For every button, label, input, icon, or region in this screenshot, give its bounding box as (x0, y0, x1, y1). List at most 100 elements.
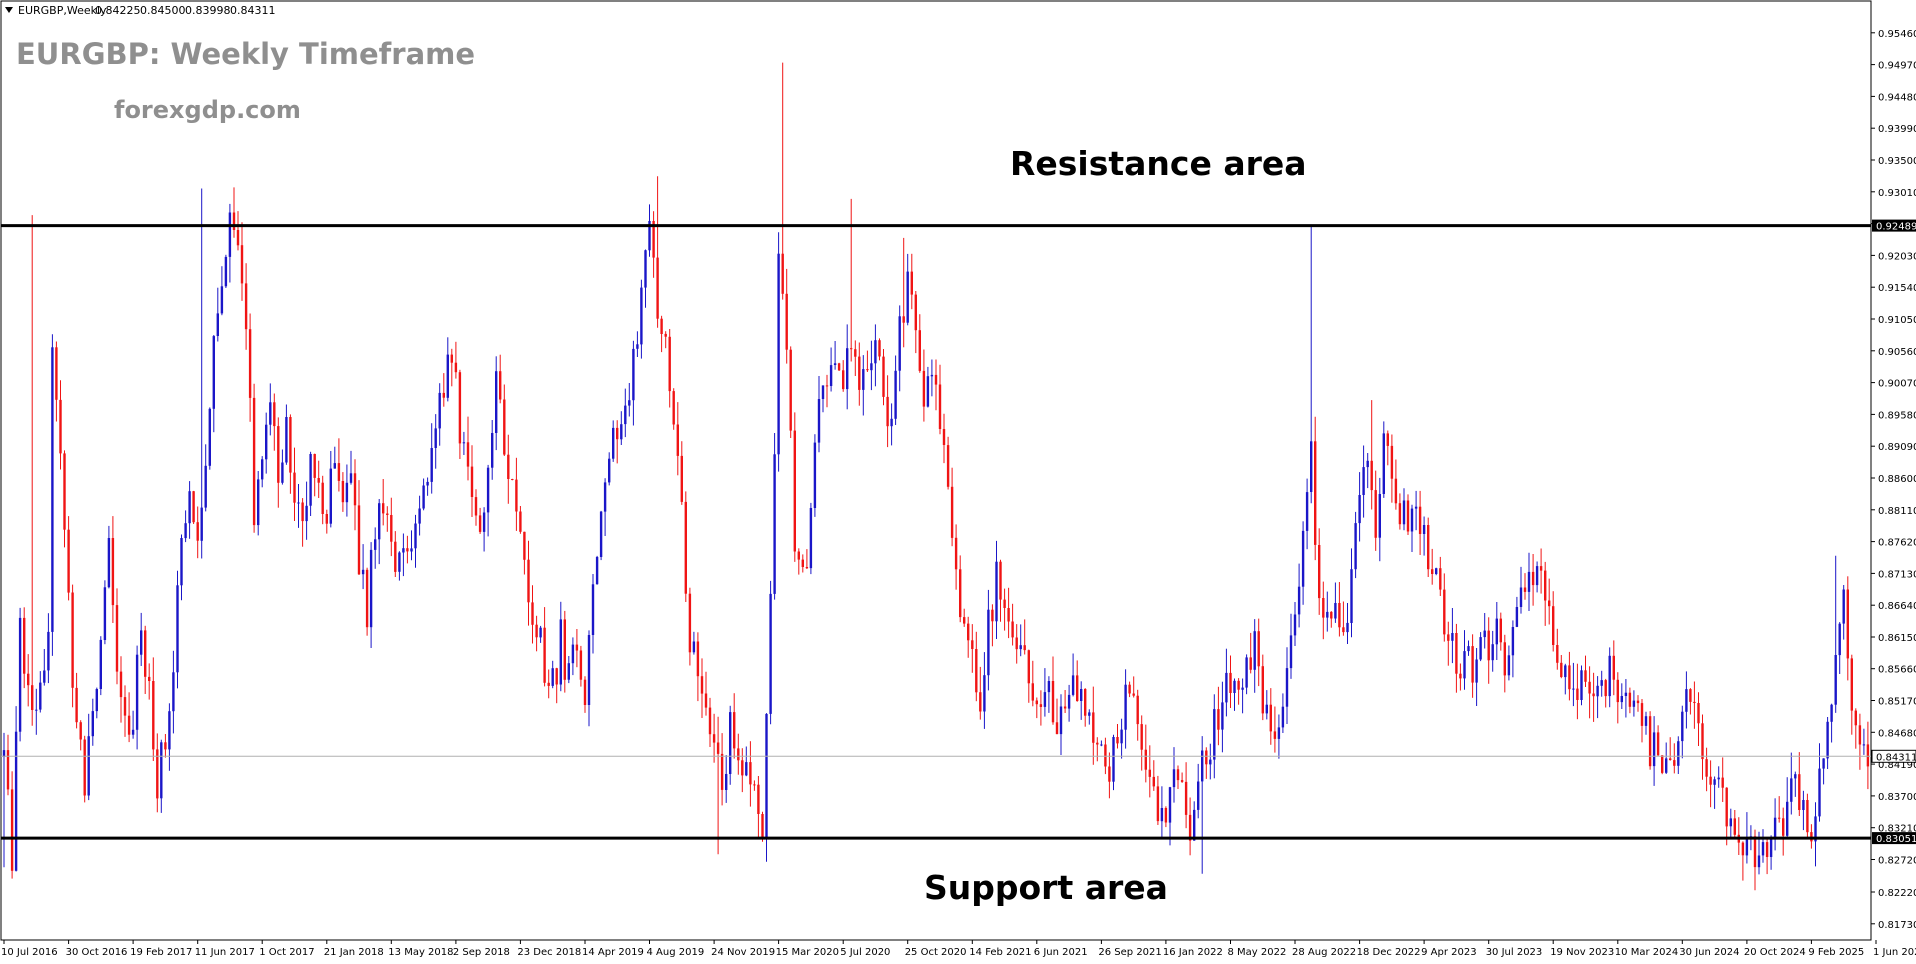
y-tick-label: 0.95460 (1878, 29, 1916, 40)
candle (1080, 681, 1083, 720)
candle-body (1487, 630, 1490, 661)
candle (531, 585, 534, 644)
candle (1067, 684, 1071, 722)
candle-body (1669, 758, 1672, 760)
candle-body (922, 370, 926, 407)
candle-body (511, 479, 514, 480)
candle (1398, 493, 1402, 530)
candle (240, 222, 244, 301)
candle (289, 414, 292, 494)
candle-body (491, 433, 494, 468)
candle (1644, 711, 1648, 735)
candle-body (1241, 687, 1244, 690)
candle-body (1798, 774, 1801, 810)
candle-body (470, 466, 474, 497)
x-tick-label: 19 Feb 2017 (130, 947, 192, 958)
candle-body (289, 417, 292, 473)
candle-body (733, 712, 736, 749)
candle-body (333, 463, 336, 469)
candle-body (204, 465, 207, 508)
candle-body (1398, 503, 1402, 525)
candle (220, 266, 224, 316)
candle-body (273, 402, 276, 427)
candle-body (1318, 545, 1321, 599)
candle-body (51, 347, 54, 632)
candle (515, 457, 518, 531)
candle-body (99, 639, 102, 689)
candle-body (1164, 808, 1168, 823)
candle-body (1729, 818, 1732, 827)
candle-body (329, 468, 332, 524)
candle-body (704, 693, 708, 708)
y-tick-label: 0.94480 (1878, 92, 1916, 103)
candle-body (1467, 646, 1470, 652)
candle-body (1140, 724, 1143, 750)
candle-body (184, 523, 187, 539)
candle (466, 416, 470, 481)
candle (1769, 835, 1773, 870)
candle-body (200, 507, 203, 541)
candle-body (846, 348, 849, 390)
y-tick-label: 0.82720 (1878, 856, 1916, 867)
candle (281, 449, 284, 485)
candle-body (269, 402, 272, 425)
candle-body (152, 681, 155, 750)
y-tick-label: 0.82220 (1878, 888, 1916, 899)
candle-body (406, 548, 409, 552)
candle-body (1128, 684, 1131, 694)
candle-body (1257, 631, 1260, 667)
candle (1273, 706, 1277, 753)
candle (878, 338, 881, 361)
candle-body (59, 399, 62, 454)
candle (741, 748, 744, 793)
y-tick-label: 0.87620 (1878, 538, 1916, 549)
candle (1709, 760, 1712, 808)
candle-body (1055, 722, 1059, 735)
candle-body (164, 742, 167, 750)
candle-body (942, 429, 946, 445)
candle (1394, 459, 1398, 510)
candle-body (793, 430, 796, 552)
candle (950, 467, 954, 547)
candle (1814, 802, 1817, 867)
candle-body (954, 537, 958, 570)
candle-body (1136, 695, 1139, 725)
candle (1023, 619, 1026, 655)
candle-body (837, 363, 841, 371)
candle-body (878, 340, 881, 357)
candle (846, 324, 849, 410)
candle-body (712, 734, 716, 743)
candle-body (692, 641, 696, 653)
candle-body (1124, 684, 1127, 730)
candle (1136, 689, 1139, 741)
candle-body (1697, 703, 1700, 724)
candle (1221, 681, 1224, 753)
candle (1539, 548, 1543, 594)
x-tick-label: 30 Jul 2023 (1486, 947, 1543, 958)
candle-body (265, 424, 268, 460)
candle-body (563, 619, 566, 680)
candle (1701, 714, 1704, 780)
candle-body (1305, 492, 1309, 531)
candle-body (918, 330, 921, 371)
candle-body (640, 287, 643, 345)
candle-body (833, 363, 837, 365)
candle (979, 666, 982, 720)
candle (1717, 766, 1720, 788)
candle (1677, 736, 1680, 774)
support-price-tag-box (1872, 832, 1916, 845)
candle (910, 253, 913, 310)
x-tick-label: 28 Aug 2022 (1292, 947, 1356, 958)
candle-body (495, 371, 498, 433)
candle (47, 613, 50, 684)
candle-body (1071, 675, 1075, 695)
candle-body (753, 784, 756, 786)
candle (1443, 573, 1446, 642)
candle (942, 413, 946, 464)
candle (648, 204, 651, 257)
candle-body (261, 459, 264, 480)
triangle-down-icon[interactable] (5, 7, 13, 13)
watermark-title: EURGBP: Weekly Timeframe (16, 37, 475, 71)
candle (1866, 721, 1870, 790)
